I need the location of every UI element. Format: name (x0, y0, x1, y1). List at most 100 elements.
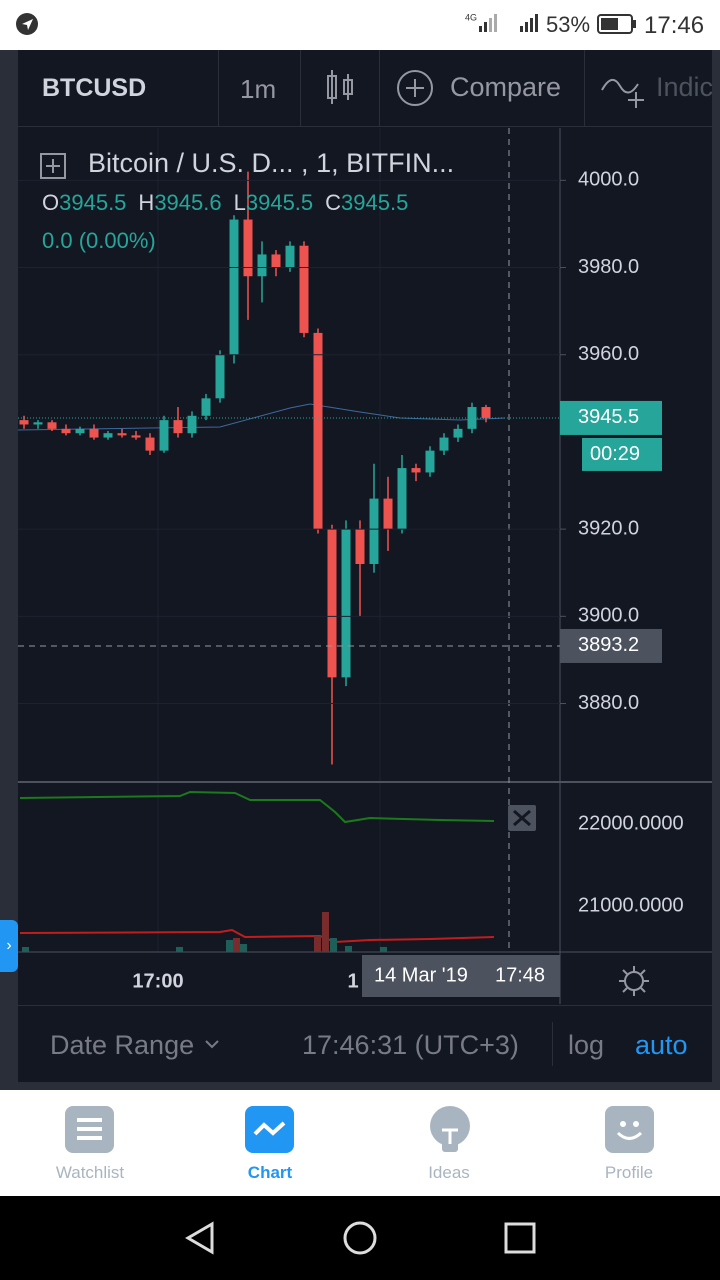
side-tab[interactable]: › (0, 920, 18, 972)
tab-label[interactable]: Profile (604, 1163, 654, 1182)
candle-body (327, 529, 337, 678)
tab-bar: Watchlist Chart Ideas Profile (0, 1090, 720, 1196)
x-tick-label: 1 (347, 970, 358, 992)
h-label: H (138, 190, 155, 215)
y-tick-label: 4000.0 (578, 169, 639, 191)
chart-icon[interactable] (245, 1106, 294, 1153)
candle-body (397, 468, 407, 530)
candle-body (453, 428, 463, 438)
close-icon (513, 809, 531, 827)
candle-body (313, 332, 323, 530)
moving-average (17, 403, 506, 431)
compare-icon[interactable] (396, 70, 436, 110)
crosshair-time: 17:48 (495, 964, 545, 986)
candle-body (103, 433, 113, 438)
sep (584, 50, 585, 126)
last-price-box (560, 400, 662, 435)
candle-body (19, 420, 29, 425)
crosshair-date: 14 Mar '19 (374, 964, 468, 986)
indicator-line (19, 928, 495, 944)
ideas-icon[interactable] (426, 1106, 474, 1158)
battery-percent: 53% (546, 12, 591, 37)
profile-icon[interactable] (605, 1106, 654, 1153)
y-tick-label: 3900.0 (578, 605, 639, 627)
candle-body (173, 420, 183, 434)
countdown-box (582, 437, 662, 471)
ohlc: O3945.5 H3945.6 L3945.5 C3945.5 (42, 190, 408, 216)
price-chart: 22000.0000 21000.0000 17:00 1 14 Mar '19… (17, 128, 712, 1004)
candle-body (341, 529, 351, 678)
y-tick-label: 3880.0 (578, 692, 639, 714)
toolbar: BTCUSD 1m Compare Indic (18, 50, 712, 127)
clock-utc: 17:46:31 (UTC+3) (302, 1030, 519, 1060)
candle-body (131, 435, 141, 438)
c-label: C (325, 190, 342, 215)
tab-label[interactable]: Watchlist (55, 1163, 125, 1182)
candle-body (61, 428, 71, 434)
indicators-icon[interactable] (600, 70, 650, 110)
o-value: 3945.5 (59, 190, 127, 215)
candle-body (285, 245, 295, 268)
crosshair-price-box (560, 628, 662, 663)
nav-icon (16, 13, 38, 35)
candle-body (355, 529, 365, 564)
y-tick-label: 3960.0 (578, 343, 639, 365)
compare-button[interactable]: Compare (450, 72, 562, 102)
symbol[interactable]: BTCUSD (42, 74, 147, 102)
last-price-label: 3945.5 (578, 406, 639, 428)
interval[interactable]: 1m (240, 74, 277, 104)
back-button[interactable] (185, 1221, 214, 1255)
candle-body (369, 498, 379, 564)
candle-body (47, 422, 57, 429)
tab-label[interactable]: Chart (247, 1163, 293, 1182)
candle-body (271, 254, 281, 268)
candle-body (439, 437, 449, 451)
legend-title: Bitcoin / U.S. D... , 1, BITFIN... (88, 148, 455, 178)
l-label: L (233, 190, 246, 215)
sep (218, 50, 219, 126)
candle-body (411, 468, 421, 473)
chevron (205, 1040, 219, 1049)
sep (379, 50, 380, 126)
svg-text:4G: 4G (465, 12, 477, 22)
date-range[interactable]: Date Range (50, 1030, 195, 1060)
y-tick-label: 3920.0 (578, 517, 639, 539)
system-nav (0, 1196, 720, 1280)
candle-body (145, 437, 155, 451)
auto-toggle[interactable]: auto (635, 1030, 688, 1060)
candle-body (257, 254, 267, 277)
tab-label[interactable]: Ideas (428, 1163, 470, 1182)
candle-body (425, 450, 435, 473)
l-value: 3945.5 (245, 190, 314, 215)
status-bar: 4G 53% 17:46 (0, 0, 720, 50)
chart-type-button[interactable] (324, 68, 358, 108)
recents-button[interactable] (504, 1222, 536, 1254)
crosshair-date-box (362, 955, 560, 997)
watchlist-icon[interactable] (65, 1106, 114, 1153)
candle-body (383, 498, 393, 530)
volume-bars (233, 912, 329, 952)
sep (552, 1022, 553, 1066)
candle-body (229, 219, 239, 355)
candle-body (117, 433, 127, 436)
sep (300, 50, 301, 126)
battery-icon (597, 14, 636, 34)
legend-toggle[interactable] (40, 153, 68, 181)
candle-body (89, 428, 99, 438)
settings-icon[interactable] (619, 966, 649, 996)
candle-body (201, 398, 211, 416)
candle-body (215, 354, 225, 399)
signal-icons: 4G (465, 12, 538, 32)
log-toggle[interactable]: log (568, 1030, 605, 1060)
indicators-button[interactable]: Indic (656, 72, 712, 102)
o-label: O (42, 190, 60, 215)
volume-bars (22, 938, 387, 952)
crosshair-price-label: 3893.2 (578, 634, 639, 656)
candle-body (75, 428, 85, 434)
candle-body (187, 415, 197, 434)
clock: 17:46 (644, 12, 705, 39)
h-value: 3945.6 (154, 190, 222, 215)
home-button[interactable] (343, 1221, 377, 1255)
chart-panel (18, 50, 712, 1082)
